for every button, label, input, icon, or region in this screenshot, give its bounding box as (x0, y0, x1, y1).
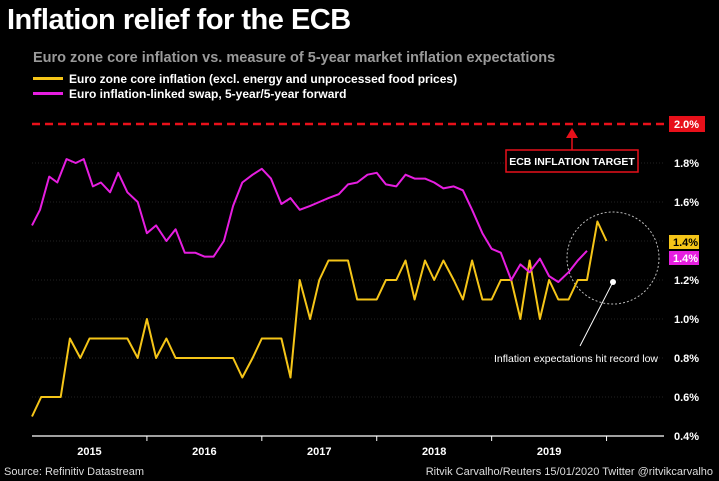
legend-swatch-swap (33, 92, 63, 95)
target-value-label: 2.0% (674, 119, 699, 131)
swap-end-badge (669, 251, 699, 265)
x-tick-label: 2019 (537, 446, 561, 458)
annotation-text: Inflation expectations hit record low (494, 353, 658, 365)
core-end-label: 1.4% (673, 237, 698, 249)
y-tick-label: 0.8% (674, 353, 699, 365)
legend-swatch-core (33, 77, 63, 80)
chart-subtitle: Euro zone core inflation vs. measure of … (33, 50, 556, 66)
legend-item-swap: Euro inflation-linked swap, 5-year/5-yea… (33, 86, 457, 101)
series-line-swap (31, 158, 588, 283)
x-tick-label: 2018 (422, 446, 446, 458)
legend-label-swap: Euro inflation-linked swap, 5-year/5-yea… (69, 86, 347, 101)
y-tick-label: 1.0% (674, 314, 699, 326)
target-label-box (505, 149, 639, 173)
y-tick-label: 1.8% (674, 158, 699, 170)
legend-label-core: Euro zone core inflation (excl. energy a… (69, 71, 458, 86)
y-tick-label: 1.2% (674, 275, 699, 287)
source-note: Source: Refinitiv Datastream (4, 466, 144, 478)
annotation-dot (610, 278, 616, 285)
swap-end-label: 1.4% (673, 253, 698, 265)
target-label: ECB INFLATION TARGET (509, 156, 635, 168)
target-arrow-head (566, 128, 578, 138)
legend: Euro zone core inflation (excl. energy a… (33, 71, 457, 101)
chart-title: Inflation relief for the ECB (7, 4, 351, 36)
y-tick-label: 0.4% (674, 431, 699, 443)
y-tick-label: 1.6% (674, 197, 699, 209)
x-tick-label: 2016 (192, 446, 216, 458)
core-end-badge (669, 235, 699, 249)
series-line-core (31, 220, 608, 417)
x-tick-label: 2015 (77, 446, 101, 458)
credit-note: Ritvik Carvalho/Reuters 15/01/2020 Twitt… (425, 466, 713, 478)
record-low-circle (566, 211, 660, 305)
y-tick-label: 0.6% (674, 392, 699, 404)
target-value-badge (669, 116, 705, 132)
x-tick-label: 2017 (307, 446, 331, 458)
annotation-pointer (579, 281, 614, 347)
legend-item-core: Euro zone core inflation (excl. energy a… (33, 71, 457, 86)
